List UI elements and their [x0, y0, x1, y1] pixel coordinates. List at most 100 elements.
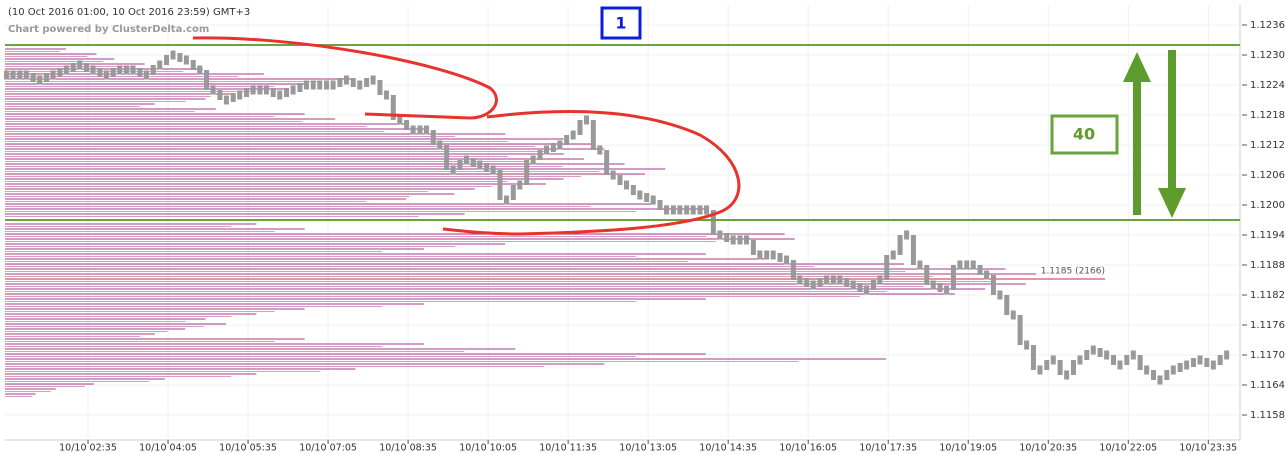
price-bar: [1177, 363, 1183, 372]
price-bar: [263, 85, 269, 95]
volume-bar-level: [5, 366, 545, 367]
y-tick-label: 1.1212: [1250, 140, 1285, 151]
volume-bar: [5, 338, 305, 340]
volume-bar: [5, 368, 356, 370]
volume-bar-level: [5, 186, 492, 187]
volume-bar: [5, 53, 97, 55]
volume-bar-level: [5, 301, 636, 302]
y-tick-label: 1.1176: [1250, 320, 1285, 331]
price-bar: [510, 185, 516, 200]
price-bar: [377, 80, 383, 95]
price-bar: [1124, 355, 1130, 365]
annotation-box: [600, 6, 642, 40]
price-bar: [864, 285, 870, 295]
price-bar: [924, 265, 930, 285]
y-tick-label: 1.1188: [1250, 260, 1285, 271]
chart-subtitle: Chart powered by ClusterDelta.com: [8, 24, 209, 35]
price-bar: [1010, 310, 1016, 320]
volume-bar-level: [5, 266, 815, 267]
volume-bar: [5, 243, 506, 245]
price-bar: [930, 280, 936, 290]
price-bar: [790, 260, 796, 280]
volume-bar: [5, 343, 424, 345]
price-bar: [90, 65, 96, 75]
price-bar: [1057, 360, 1063, 375]
price-bar: [1224, 350, 1230, 360]
price-bar: [450, 165, 456, 175]
price-bar: [103, 70, 109, 80]
price-bar: [477, 160, 483, 170]
price-bar: [1190, 358, 1196, 367]
x-tick-label: 10/10 10:05: [459, 443, 517, 454]
price-bar: [904, 230, 910, 240]
price-bar: [777, 253, 783, 262]
price-bar: [290, 85, 296, 95]
price-bar: [944, 285, 950, 295]
price-bar: [1064, 370, 1070, 380]
volume-bar: [5, 328, 186, 330]
volume-bar-level: [5, 206, 591, 207]
volume-bar: [5, 333, 155, 335]
volume-bar: [5, 273, 1036, 275]
price-bar: [744, 235, 750, 245]
volume-bar-level: [5, 236, 707, 237]
price-bar: [670, 205, 676, 215]
volume-bar: [5, 303, 424, 305]
price-bar: [237, 90, 243, 100]
price-bar: [23, 70, 29, 80]
volume-bar: [5, 83, 305, 85]
price-bar: [170, 50, 176, 60]
volume-bar: [5, 318, 206, 320]
volume-bar: [5, 153, 564, 155]
price-bar: [430, 130, 436, 145]
price-bar: [110, 68, 116, 77]
price-bar: [223, 95, 229, 105]
volume-bar-level: [5, 91, 257, 92]
price-bar: [117, 65, 123, 75]
price-bar: [404, 120, 410, 130]
volume-bar: [5, 183, 546, 185]
y-tick-label: 1.1182: [1250, 290, 1285, 301]
price-bar: [1170, 365, 1176, 375]
price-bar: [910, 235, 916, 265]
volume-bar: [5, 128, 427, 130]
price-bar: [964, 260, 970, 270]
price-bar: [1037, 365, 1043, 375]
annotation-box: [1050, 114, 1119, 155]
price-bar: [617, 175, 623, 185]
volume-bar-level: [5, 361, 799, 362]
price-bar: [364, 78, 370, 87]
price-bar: [550, 143, 556, 152]
volume-bar: [5, 178, 564, 180]
volume-bar-level: [5, 211, 636, 212]
price-bar: [257, 85, 263, 95]
price-bar: [897, 235, 903, 255]
price-bar: [757, 250, 763, 260]
price-bar: [437, 140, 443, 150]
volume-bar-level: [5, 356, 636, 357]
price-bar: [950, 265, 956, 290]
price-bar: [890, 250, 896, 260]
price-bar: [423, 125, 429, 135]
x-tick-label: 10/10 16:05: [779, 443, 837, 454]
volume-bar: [5, 213, 465, 215]
price-bar: [350, 78, 356, 87]
red-curve: [442, 110, 741, 236]
price-bar: [1030, 345, 1036, 370]
price-bar: [157, 60, 163, 70]
x-tick-label: 10/10 17:35: [859, 443, 917, 454]
price-bar: [297, 83, 303, 92]
price-bar: [1197, 355, 1203, 365]
volume-bar: [5, 108, 216, 110]
price-bar: [1117, 360, 1123, 370]
volume-bar: [5, 293, 955, 295]
volume-bar-level: [5, 321, 186, 322]
annotation-label: 1: [615, 14, 626, 33]
volume-bar: [5, 93, 234, 95]
volume-bar: [5, 373, 257, 375]
volume-bar-level: [5, 136, 456, 137]
x-tick-label: 10/10 04:05: [139, 443, 197, 454]
price-bar: [870, 280, 876, 290]
volume-bar-level: [5, 311, 275, 312]
volume-bar-level: [5, 161, 527, 162]
